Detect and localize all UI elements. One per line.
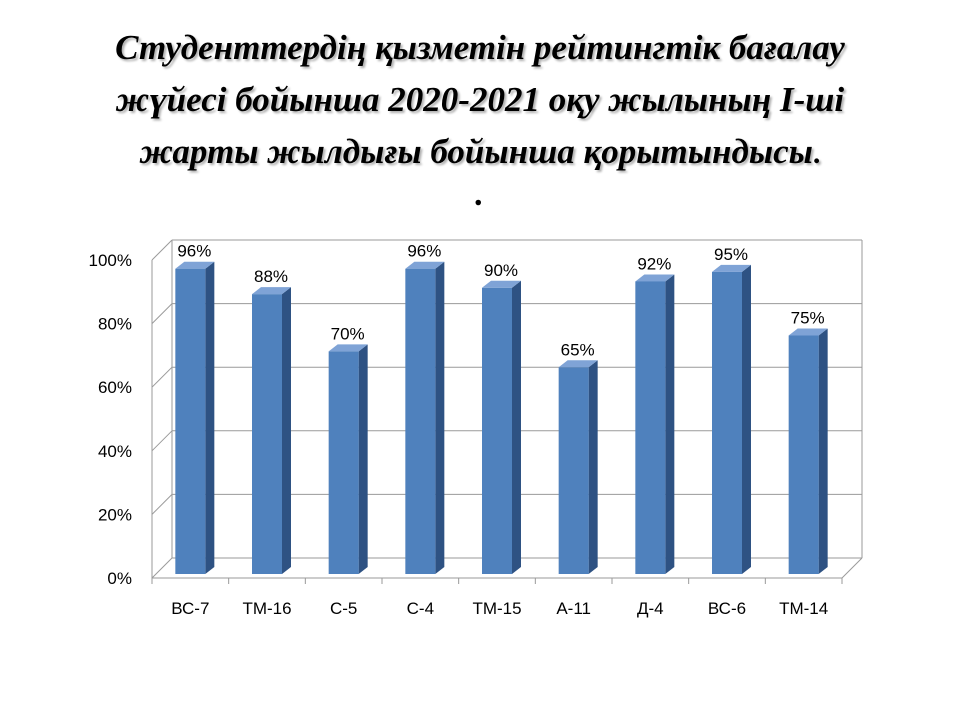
data-label: 92% <box>637 254 671 273</box>
bar-side <box>282 287 291 574</box>
bar-top <box>405 261 445 269</box>
x-tick-label: С-4 <box>407 599 434 618</box>
bar-side <box>205 261 215 574</box>
title-line-3: жарты жылдығы бойынша қорытындысы. <box>0 126 960 180</box>
x-tick-label: ТМ-14 <box>779 599 828 618</box>
x-tick-label: ВС-6 <box>708 599 746 618</box>
extra-dot: . <box>474 176 483 213</box>
data-label: 96% <box>177 242 211 261</box>
bar <box>558 367 589 574</box>
y-tick-label: 80% <box>98 315 132 334</box>
bar-side <box>665 274 675 574</box>
title-end-dot: . <box>812 137 821 170</box>
title-line-2: жүйесі бойынша 2020-2021 оқу жылының І-ш… <box>115 80 845 119</box>
bar-top <box>788 328 828 336</box>
gridline-side <box>151 366 173 388</box>
gridline-side <box>151 303 173 324</box>
bar-top <box>712 264 751 272</box>
bar-side <box>742 264 751 574</box>
data-label: 96% <box>407 242 441 261</box>
bar-side <box>818 328 828 574</box>
bar <box>788 335 819 574</box>
x-tick-label: С-5 <box>330 599 357 618</box>
bar-top <box>328 344 368 352</box>
bar-side <box>588 360 598 574</box>
bar <box>712 271 742 574</box>
data-label: 70% <box>331 324 365 343</box>
bar <box>328 351 359 574</box>
bar <box>175 268 206 574</box>
title-line-3-text: жарты жылдығы бойынша қорытындысы <box>139 132 813 171</box>
bar <box>482 287 512 574</box>
x-tick-label: А-11 <box>556 599 591 618</box>
y-tick-label: 0% <box>107 569 132 588</box>
bar-side <box>358 344 368 574</box>
bar-top <box>482 280 521 288</box>
title-line-1: Студенттердің қызметін рейтингтік бағала… <box>115 28 845 67</box>
data-label: 90% <box>484 261 518 280</box>
data-label: 75% <box>791 309 825 328</box>
gridline-side <box>151 430 173 452</box>
bar-top <box>252 287 291 295</box>
bar-top <box>558 360 598 368</box>
x-tick-label: Д-4 <box>637 599 664 618</box>
y-tick-label: 60% <box>98 378 132 397</box>
bar-side <box>512 280 521 574</box>
floor-right-edge <box>841 557 863 579</box>
bar <box>635 281 666 574</box>
gridline-side <box>151 239 173 261</box>
gridline-side <box>151 557 173 579</box>
y-tick-label: 40% <box>98 442 132 461</box>
bar <box>405 268 436 574</box>
gridline-side <box>151 494 173 515</box>
data-label: 95% <box>714 245 748 264</box>
data-label: 88% <box>254 267 288 286</box>
y-tick-label: 100% <box>89 251 132 270</box>
bar-top <box>175 261 215 269</box>
bar <box>252 294 282 574</box>
bar-top <box>635 274 675 282</box>
chart-title: Студенттердің қызметін рейтингтік бағала… <box>0 22 960 180</box>
y-tick-label: 20% <box>98 505 132 524</box>
bar-side <box>435 261 445 574</box>
x-tick-label: ТМ-16 <box>242 599 291 618</box>
x-tick-label: ТМ-15 <box>472 599 521 618</box>
x-tick-label: ВС-7 <box>171 599 209 618</box>
data-label: 65% <box>561 340 595 359</box>
